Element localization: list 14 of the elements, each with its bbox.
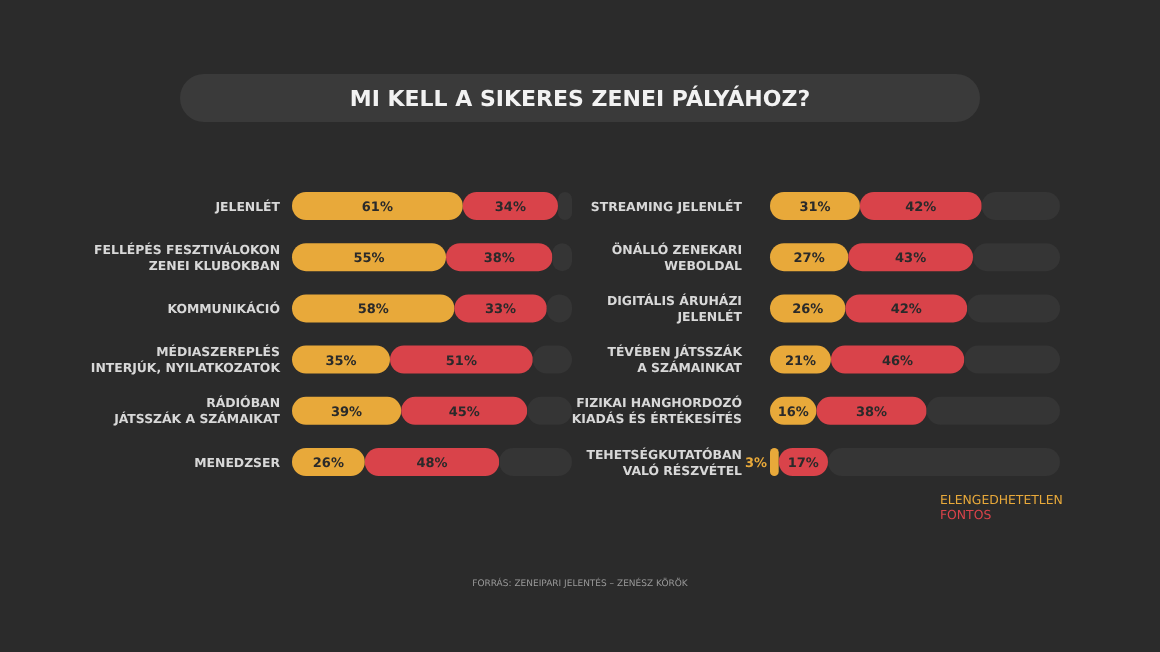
bar [390,345,533,374]
bar [828,448,1060,476]
bar [967,294,1060,323]
bar [292,243,446,272]
bar [770,448,779,476]
bar [292,294,455,323]
bar [558,192,572,220]
bar [499,448,572,476]
bar [981,192,1060,220]
bar [973,243,1060,272]
bar [926,396,1060,425]
bar [292,192,463,220]
chart-title: MI KELL A SIKERES ZENEI PÁLYÁHOZ? [349,84,811,112]
bar [964,345,1060,374]
